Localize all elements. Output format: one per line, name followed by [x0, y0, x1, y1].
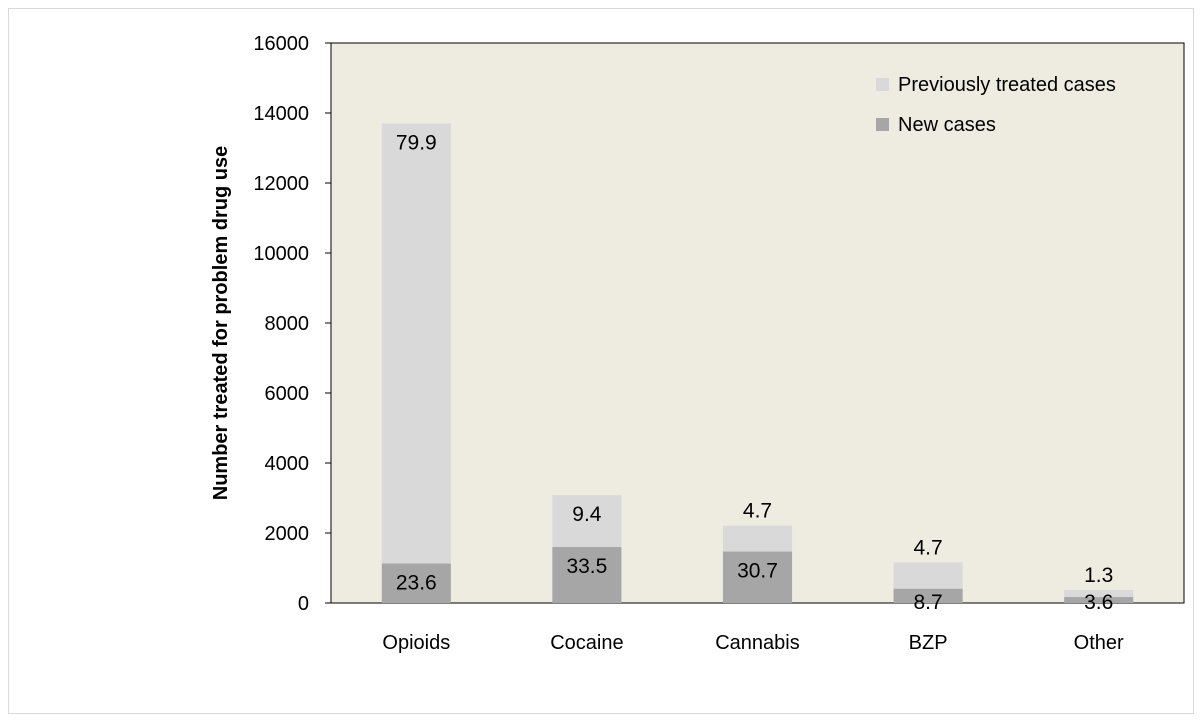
data-label-opioids-previously-treated-cases: 79.9 — [396, 132, 437, 155]
data-label-other-previously-treated-cases: 1.3 — [1084, 564, 1113, 587]
data-label-other-new-cases: 3.6 — [1084, 591, 1113, 614]
data-label-cocaine-new-cases: 33.5 — [566, 555, 607, 578]
bar-other-new-cases — [1064, 597, 1134, 603]
legend-label-previously-treated-cases: Previously treated cases — [898, 74, 1116, 96]
bar-other-previously-treated-cases — [1064, 590, 1134, 598]
y-axis: 0 2000 4000 6000 8000 10000 12000 14000 16000 — [253, 33, 331, 615]
y-tick-label-2000: 2000 — [265, 523, 310, 545]
data-label-cannabis-new-cases: 30.7 — [737, 560, 778, 583]
x-tick-label-opioids: Opioids — [382, 632, 450, 654]
chart-frame: 0 2000 4000 6000 8000 10000 12000 14000 16000 Op… — [8, 8, 1194, 714]
bar-cannabis-previously-treated-cases — [722, 525, 793, 552]
y-tick-label-0: 0 — [298, 593, 309, 615]
bar-cocaine-new-cases — [552, 547, 622, 603]
x-tick-label-other: Other — [1074, 632, 1124, 654]
data-label-cannabis-previously-treated-cases: 4.7 — [743, 500, 772, 523]
y-tick-label-12000: 12000 — [253, 173, 309, 195]
legend-label-new-cases: New cases — [898, 114, 996, 136]
legend-swatch-new-cases — [876, 118, 889, 131]
y-tick-label-8000: 8000 — [265, 313, 310, 335]
data-label-bzp-previously-treated-cases: 4.7 — [913, 536, 942, 559]
y-tick-label-6000: 6000 — [265, 383, 310, 405]
y-tick-label-16000: 16000 — [253, 33, 309, 55]
x-axis: Opioids Cocaine Cannabis BZP Other — [382, 632, 1124, 654]
y-axis-title: Number treated for problem drug use — [210, 146, 232, 501]
y-tick-label-4000: 4000 — [265, 453, 310, 475]
data-label-opioids-new-cases: 23.6 — [396, 571, 437, 594]
data-labels: 23.6 79.9 33.5 9.4 30.7 4.7 8.7 4.7 3.6 1.3 — [396, 132, 1113, 615]
x-tick-label-cannabis: Cannabis — [715, 632, 800, 654]
bar-bzp-previously-treated-cases — [893, 562, 963, 589]
chart: 0 2000 4000 6000 8000 10000 12000 14000 16000 Op… — [210, 33, 1185, 654]
y-tick-label-10000: 10000 — [253, 243, 309, 265]
data-label-cocaine-previously-treated-cases: 9.4 — [572, 503, 602, 526]
legend: Previously treated cases New cases — [876, 74, 1116, 136]
bar-bzp-new-cases — [893, 588, 963, 603]
plot-area — [330, 42, 1185, 604]
bars-layer — [381, 123, 1134, 603]
x-tick-label-bzp: BZP — [909, 632, 948, 654]
legend-swatch-previously-treated-cases — [876, 78, 889, 91]
x-tick-label-cocaine: Cocaine — [550, 632, 623, 654]
bar-cocaine-previously-treated-cases — [552, 495, 622, 547]
bar-opioids-previously-treated-cases — [381, 123, 451, 564]
bar-cannabis-new-cases — [722, 551, 793, 603]
bar-opioids-new-cases — [381, 563, 451, 603]
y-tick-label-14000: 14000 — [253, 103, 309, 125]
data-label-bzp-new-cases: 8.7 — [913, 591, 942, 614]
